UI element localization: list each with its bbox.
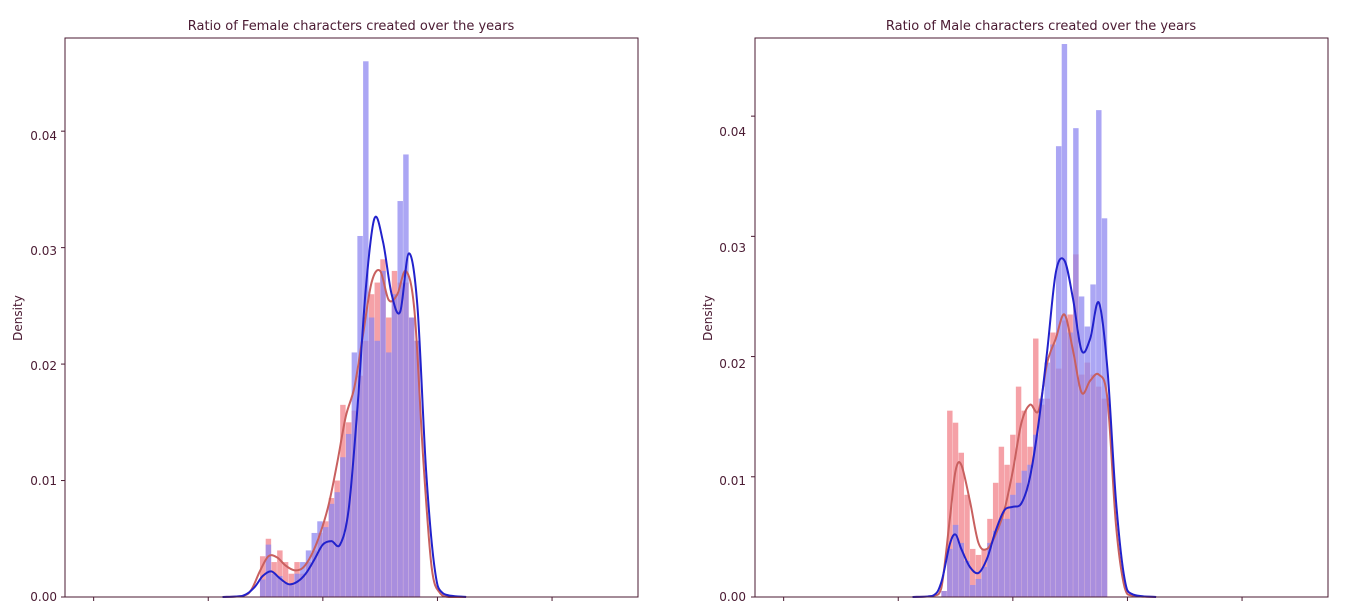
male-kde-line — [222, 215, 467, 598]
male-hist-bar — [1096, 110, 1102, 598]
y-tick-label: 0.01 — [30, 474, 57, 488]
male-hist-bar — [265, 544, 272, 597]
female-hist-bar — [975, 554, 982, 597]
female-kde-line — [912, 313, 1157, 598]
male-hist-bar — [1044, 362, 1050, 597]
y-tick-labels-female: 0.00 0.01 0.02 0.03 0.04 — [30, 129, 57, 604]
male-hist-bar — [941, 590, 947, 597]
male-hist-bar — [1067, 332, 1073, 597]
y-tick-label: 0.02 — [719, 357, 746, 371]
male-hist-bar — [1004, 518, 1010, 597]
male-hist-bar — [374, 340, 381, 597]
plot-area-male — [751, 44, 1243, 601]
y-tick-label: 0.04 — [30, 129, 57, 143]
male-hist-bar — [328, 503, 335, 597]
male-hist-bar — [317, 521, 323, 597]
male-hist-bar — [981, 566, 987, 597]
y-tick-label: 0.03 — [30, 244, 57, 258]
male-hist-bar — [1061, 44, 1068, 598]
male-hist-bar — [1090, 284, 1096, 597]
male-hist-bar — [992, 530, 999, 597]
female-kde-line — [222, 269, 467, 599]
male-hist-bar — [397, 201, 403, 597]
male-hist-bar — [1055, 146, 1062, 597]
male-hist-bar — [1101, 218, 1108, 598]
plot-frame-male — [754, 37, 1329, 598]
male-hist-bar — [1015, 482, 1022, 597]
female-hist-bar — [282, 562, 289, 597]
female-hist-bar — [964, 494, 970, 597]
female-hist-bar — [958, 452, 965, 597]
y-tick-label: 0.01 — [719, 474, 746, 488]
plot-area-female — [61, 61, 553, 601]
male-hist-bar — [277, 576, 283, 597]
y-axis-label-male: Density — [701, 295, 715, 341]
male-hist-bar — [947, 548, 953, 597]
male-hist-bar — [305, 550, 312, 597]
male-hist-bar — [271, 573, 277, 597]
y-tick-label: 0.04 — [719, 125, 746, 139]
plot-frame-female — [64, 37, 639, 598]
male-hist-bar — [386, 352, 392, 597]
male-hist-bar — [368, 317, 375, 597]
y-tick-label: 0.00 — [719, 590, 746, 604]
male-hist-bar — [408, 317, 415, 597]
y-tick-labels-male: 0.00 0.01 0.02 0.03 0.04 — [719, 125, 746, 604]
male-hist-bar — [964, 560, 970, 597]
y-tick-label: 0.03 — [719, 241, 746, 255]
female-hist-bar — [947, 410, 953, 597]
chart-title-female: Ratio of Female characters created over … — [188, 19, 515, 34]
female-hist-bar — [952, 422, 959, 597]
female-hist-bar — [970, 548, 976, 597]
male-hist-bar — [334, 492, 340, 597]
male-hist-bar — [391, 294, 398, 597]
y-tick-label: 0.00 — [30, 590, 57, 604]
male-hist-bar — [1027, 464, 1033, 597]
male-hist-bar — [1050, 344, 1056, 597]
male-hist-bar — [282, 583, 289, 597]
male-hist-bar — [998, 518, 1005, 597]
male-hist-bar — [288, 585, 295, 597]
female-hist-bar — [288, 573, 295, 597]
male-kde-line — [912, 257, 1157, 598]
male-hist-bar — [340, 457, 346, 597]
male-hist-bar — [970, 584, 976, 597]
male-hist-bar — [1010, 494, 1016, 597]
y-tick-label: 0.02 — [30, 359, 57, 373]
male-ratio-chart: Ratio of Male characters created over th… — [701, 19, 1329, 604]
male-hist-bar — [351, 352, 358, 597]
female-hist-bar — [277, 550, 283, 597]
male-hist-bar — [1021, 470, 1028, 597]
male-hist-bar — [1038, 398, 1045, 597]
male-hist-bar — [357, 235, 363, 597]
male-hist-bar — [975, 578, 982, 597]
male-hist-bar — [294, 573, 300, 597]
male-hist-bar — [311, 532, 317, 597]
chart-title-male: Ratio of Male characters created over th… — [886, 19, 1196, 34]
male-hist-bar — [1084, 326, 1091, 597]
y-axis-label-female: Density — [11, 295, 25, 341]
male-hist-bar — [1033, 434, 1039, 597]
male-hist-bar — [403, 154, 409, 598]
male-hist-bar — [363, 61, 369, 597]
male-hist-bar — [414, 340, 421, 597]
male-hist-bar — [952, 524, 959, 597]
male-hist-bar — [958, 542, 965, 597]
male-hist-bar — [322, 527, 329, 597]
male-hist-bar — [300, 562, 306, 597]
male-hist-bar — [259, 579, 266, 597]
male-hist-bar — [380, 270, 386, 597]
male-hist-bar — [987, 542, 993, 597]
female-ratio-chart: Ratio of Female characters created over … — [11, 19, 639, 604]
male-hist-bar — [1078, 296, 1085, 597]
